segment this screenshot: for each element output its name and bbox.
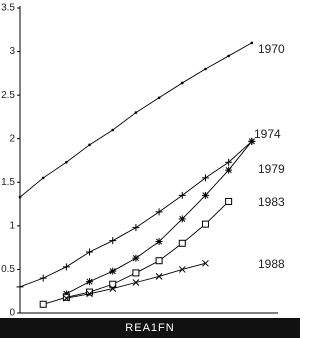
series-label: 1974 [254,127,281,141]
marker [225,197,233,205]
marker [16,283,24,291]
watermark: REA1FN [125,322,174,334]
y-tick-label: 2.5 [1,90,15,101]
marker [86,248,94,256]
marker [39,274,47,282]
marker [155,257,163,265]
y-tick-label: 0 [9,308,15,319]
marker [109,237,117,245]
series-label: 1983 [258,195,285,209]
background [0,0,300,338]
y-tick-label: 3.5 [1,3,15,14]
marker [132,269,140,277]
marker [178,266,186,273]
watermark-band [0,318,300,338]
marker [227,54,230,58]
series-label: 1988 [258,257,285,271]
marker [134,111,138,114]
marker [39,300,47,308]
marker [155,208,163,216]
series-label: 1970 [258,42,285,56]
marker [41,176,45,180]
marker [178,191,186,199]
marker [225,158,233,166]
marker [250,41,254,45]
marker [248,137,256,145]
marker [132,224,140,232]
marker [109,285,117,292]
marker [86,278,94,286]
marker [201,191,209,199]
marker [201,174,209,182]
marker [65,160,68,164]
marker [132,279,140,286]
marker [178,215,186,223]
marker [62,263,70,271]
series-label: 1979 [258,162,285,176]
y-tick-label: 3 [9,46,15,57]
marker [157,96,161,100]
marker [109,280,117,288]
chart: REA1FN 0 0.5 1 1.5 2 2.5 3 3.5 1970 1974 1979 1983 1… [0,0,300,338]
marker [86,288,94,296]
marker [88,143,91,147]
marker [109,267,117,275]
marker [132,254,140,262]
y-tick-label: 2 [9,133,15,144]
y-tick-label: 0.5 [1,264,15,275]
marker [180,81,184,85]
marker [63,294,70,302]
marker [18,195,22,199]
marker [225,166,233,174]
marker [155,273,163,280]
marker [202,259,209,267]
marker [155,238,163,246]
marker [62,293,70,301]
marker [201,220,209,228]
marker [178,239,186,247]
marker [111,128,115,132]
y-tick-label: 1 [9,220,15,231]
y-tick-label: 1.5 [1,177,15,188]
marker [86,290,93,298]
marker [204,67,207,71]
